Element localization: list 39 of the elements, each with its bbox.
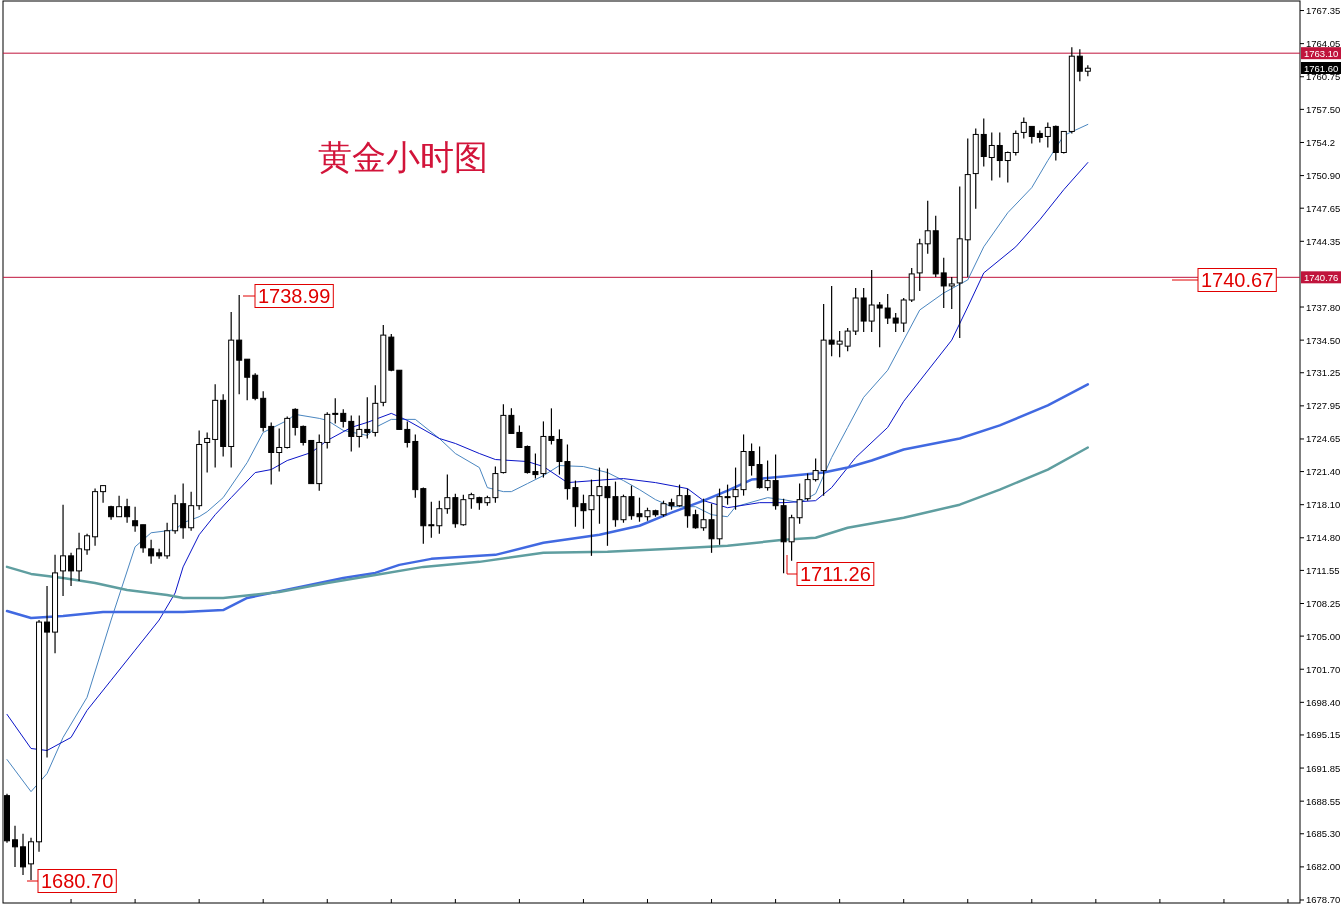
y-tick-label: 1734.50 bbox=[1306, 334, 1341, 346]
y-tick-label: 1721.40 bbox=[1306, 466, 1341, 478]
y-tick-label: 1737.80 bbox=[1306, 301, 1341, 313]
y-tick-label: 1678.70 bbox=[1306, 894, 1341, 906]
annotation: 1711.26 bbox=[800, 563, 871, 585]
y-tick-label: 1695.15 bbox=[1306, 729, 1341, 741]
y-tick-label: 1688.55 bbox=[1306, 795, 1341, 807]
annotation: 1740.67 bbox=[1171, 268, 1277, 292]
ref-line-label: 1763.10 bbox=[1304, 47, 1339, 59]
y-tick-label: 1727.95 bbox=[1306, 400, 1341, 412]
y-tick-label: 1685.30 bbox=[1306, 828, 1341, 840]
y-tick-label: 1747.65 bbox=[1306, 202, 1341, 214]
y-tick-label: 1718.10 bbox=[1306, 499, 1341, 511]
y-tick-label: 1731.25 bbox=[1306, 367, 1341, 379]
y-tick-label: 1714.80 bbox=[1306, 532, 1341, 544]
annotation: 1680.70 bbox=[41, 870, 114, 892]
y-tick-label: 1701.70 bbox=[1306, 663, 1341, 675]
y-tick-label: 1705.00 bbox=[1306, 630, 1341, 642]
ref-line-label: 1740.76 bbox=[1304, 271, 1339, 283]
y-tick-label: 1760.75 bbox=[1306, 71, 1341, 83]
y-tick-label: 1708.25 bbox=[1306, 598, 1341, 610]
y-tick-label: 1724.65 bbox=[1306, 433, 1341, 445]
y-tick-label: 1711.55 bbox=[1306, 564, 1340, 576]
y-tick-label: 1750.90 bbox=[1306, 170, 1341, 182]
y-tick-label: 1757.50 bbox=[1306, 103, 1341, 115]
y-tick-label: 1754.2 bbox=[1306, 136, 1336, 148]
annotation: 1680.70 bbox=[26, 869, 117, 893]
y-tick-label: 1764.05 bbox=[1306, 38, 1341, 50]
annotation: 1740.67 bbox=[1201, 269, 1274, 291]
annotation: 1738.99 bbox=[242, 284, 334, 308]
y-tick-label: 1691.85 bbox=[1306, 762, 1341, 774]
annotation: 1738.99 bbox=[258, 285, 331, 307]
text: 黄金小时图 bbox=[318, 137, 488, 177]
y-tick-label: 1698.40 bbox=[1306, 696, 1341, 708]
y-tick-label: 1744.35 bbox=[1306, 235, 1341, 247]
y-tick-label: 1767.35 bbox=[1306, 5, 1341, 17]
annotation: 1711.26 bbox=[786, 554, 875, 586]
y-tick-label: 1682.00 bbox=[1306, 861, 1341, 873]
annotation: 1761.60 bbox=[1301, 62, 1341, 74]
